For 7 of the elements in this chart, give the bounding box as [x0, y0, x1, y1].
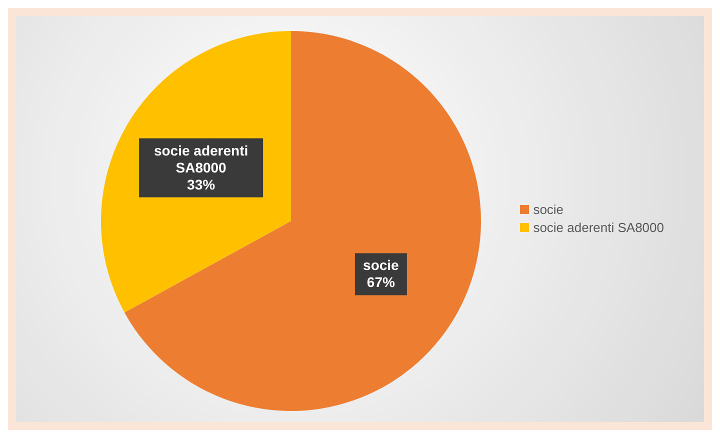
slice-label: socie aderenti SA8000 — [154, 142, 248, 176]
data-label: 67% — [366, 274, 396, 290]
data-label: 33% — [187, 176, 216, 192]
legend-label: socie aderenti SA8000 — [533, 220, 664, 235]
legend-label: socie — [533, 202, 564, 217]
slice-label: socie — [363, 257, 400, 274]
pie-slice — [124, 31, 481, 411]
